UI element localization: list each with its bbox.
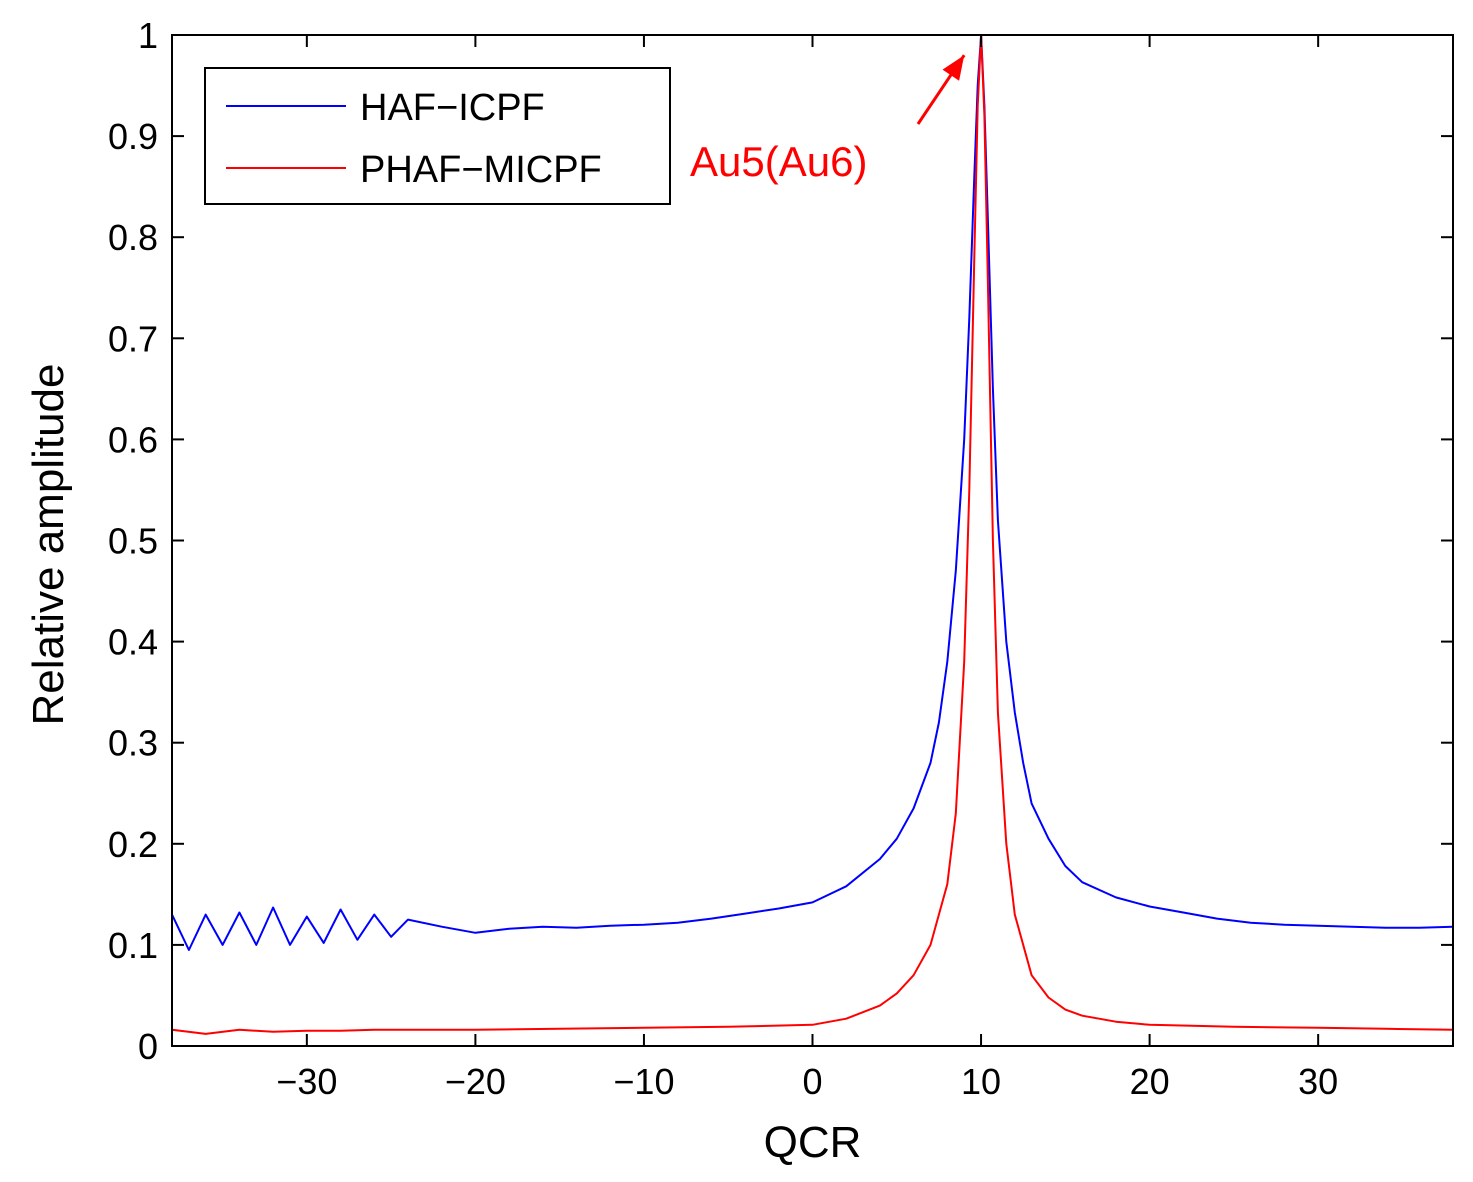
x-tick-label: 10 [961,1061,1001,1102]
x-tick-label: −20 [445,1061,506,1102]
y-tick-label: 0.8 [108,217,158,258]
annotation-arrow-head [942,55,965,81]
y-tick-label: 0.5 [108,521,158,562]
y-tick-label: 0.6 [108,419,158,460]
x-tick-label: 30 [1298,1061,1338,1102]
x-tick-label: −10 [613,1061,674,1102]
annotation-label: Au5(Au6) [690,138,867,185]
series-line-1 [171,34,1454,1035]
x-axis-title: QCR [764,1118,862,1167]
axes-box [171,34,1454,1047]
legend-box [204,67,671,205]
y-axis-title: Relative amplitude [24,364,73,726]
y-tick-label: 0.4 [108,622,158,663]
legend-label-phaf-micpf: PHAF−MICPF [360,149,602,191]
x-tick-label: 0 [802,1061,822,1102]
series-line-0 [171,34,1454,951]
annotation: Au5(Au6) [690,54,966,185]
legend: HAF−ICPF PHAF−MICPF [204,67,671,205]
labels-layer: −30 −20 −10 0 10 20 30 0 0.1 0.2 0.3 0.4 0.5 0.6 0.7 0.… [108,15,1338,1102]
x-tick-label: −30 [276,1061,337,1102]
legend-label-haf-icpf: HAF−ICPF [360,87,545,129]
y-tick-label: 0.1 [108,925,158,966]
ticks-layer [172,34,1453,1047]
y-tick-label: 0.2 [108,824,158,865]
y-tick-label: 0.9 [108,116,158,157]
x-tick-label: 20 [1130,1061,1170,1102]
y-tick-label: 1 [138,15,158,56]
series-layer [171,34,1454,1035]
y-tick-label: 0 [138,1026,158,1067]
y-tick-label: 0.7 [108,318,158,359]
y-tick-label: 0.3 [108,723,158,764]
